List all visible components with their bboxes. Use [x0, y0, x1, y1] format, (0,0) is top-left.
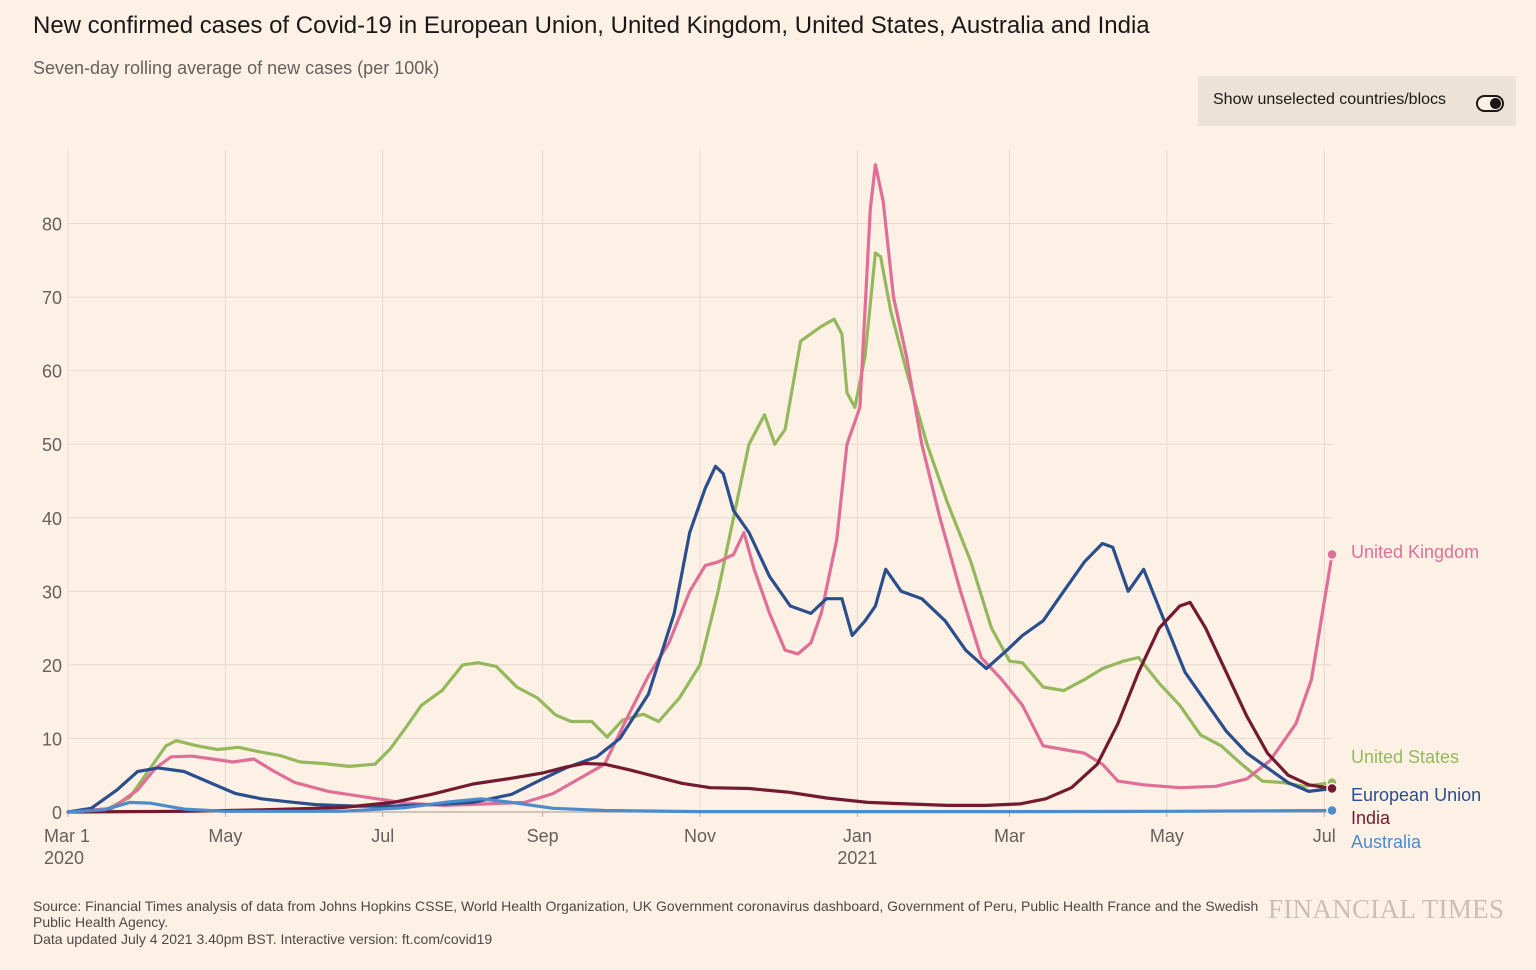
series-lines: [66, 163, 1338, 817]
x-tick-label: Mar 1: [44, 826, 90, 846]
y-axis-ticks: 0 10 20 30 40 50 60 70 80: [42, 215, 62, 823]
series-end-marker-india: [1326, 782, 1338, 795]
series-labels: United States United Kingdom European Unio…: [1351, 542, 1481, 852]
x-tick-year-label: 2021: [837, 848, 877, 868]
x-tick-year-label: 2020: [44, 848, 84, 868]
x-tick-label: May: [1150, 826, 1184, 846]
series-line-australia: [66, 797, 1334, 814]
x-tick-label: Nov: [684, 826, 716, 846]
series-line-european-union: [66, 464, 1334, 814]
chart-title: New confirmed cases of Covid-19 in Europ…: [33, 12, 1150, 39]
series-label-united-kingdom: United Kingdom: [1351, 542, 1479, 562]
y-tick-label: 20: [42, 656, 62, 676]
x-tick-label: May: [208, 826, 242, 846]
chart-subtitle: Seven-day rolling average of new cases (…: [33, 58, 440, 78]
vertical-gridlines: [67, 150, 1325, 817]
series-label-united-states: United States: [1351, 747, 1459, 767]
y-tick-label: 10: [42, 729, 62, 749]
y-tick-label: 40: [42, 509, 62, 529]
x-tick-label: Mar: [994, 826, 1025, 846]
show-unselected-toggle[interactable]: Show unselected countries/blocs: [1198, 76, 1516, 126]
y-tick-label: 0: [52, 803, 62, 823]
y-tick-label: 30: [42, 582, 62, 602]
series-label-australia: Australia: [1351, 832, 1422, 852]
x-tick-label: Sep: [527, 826, 559, 846]
y-tick-label: 80: [42, 215, 62, 235]
toggle-label: Show unselected countries/blocs: [1213, 91, 1447, 108]
source-note: Source: Financial Times analysis of data…: [33, 898, 1259, 930]
series-line-united-kingdom: [66, 163, 1334, 814]
series-line-india: [66, 600, 1334, 814]
series-end-marker-united-kingdom: [1326, 548, 1338, 561]
data-updated-note: Data updated July 4 2021 3.40pm BST. Int…: [33, 931, 493, 947]
series-line-united-states: [66, 251, 1334, 814]
series-label-european-union: European Union: [1351, 785, 1481, 805]
y-tick-label: 70: [42, 288, 62, 308]
toggle-switch-icon[interactable]: [1476, 95, 1504, 112]
x-tick-label: Jul: [1313, 826, 1336, 846]
y-tick-label: 50: [42, 435, 62, 455]
series-label-india: India: [1351, 808, 1391, 828]
x-tick-label: Jan: [843, 826, 872, 846]
financial-times-logo: FINANCIAL TIMES: [1268, 894, 1505, 924]
y-tick-label: 60: [42, 362, 62, 382]
series-end-marker-australia: [1326, 804, 1338, 817]
x-tick-label: Jul: [371, 826, 394, 846]
toggle-knob: [1490, 98, 1501, 109]
